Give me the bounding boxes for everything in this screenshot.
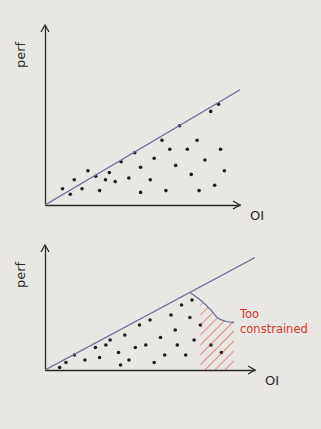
x-axis-label: OI xyxy=(265,373,279,388)
arrowhead xyxy=(233,201,240,209)
chart: perf OI xyxy=(13,25,264,223)
point xyxy=(61,187,65,191)
point xyxy=(127,176,131,180)
point xyxy=(160,138,164,142)
x-axis-label: OI xyxy=(250,208,264,223)
point xyxy=(123,333,127,337)
point xyxy=(64,361,68,365)
point xyxy=(186,147,190,151)
plot-area xyxy=(45,258,255,371)
point xyxy=(152,361,156,365)
point xyxy=(144,343,148,347)
x-axis xyxy=(46,370,256,371)
annotation: Tooconstrained xyxy=(239,307,308,336)
point xyxy=(184,353,188,357)
point xyxy=(117,351,121,355)
point xyxy=(197,189,201,193)
point xyxy=(163,353,167,357)
point xyxy=(72,178,76,182)
point xyxy=(127,358,131,362)
point xyxy=(174,164,178,168)
point xyxy=(119,363,123,367)
point xyxy=(86,169,90,173)
point xyxy=(203,158,207,162)
axis-line xyxy=(45,26,46,206)
point xyxy=(219,147,223,151)
point xyxy=(169,313,173,317)
point xyxy=(58,366,62,370)
point xyxy=(104,343,108,347)
y-axis xyxy=(45,26,46,206)
canvas: perf OI perf OI Tooconstrained xyxy=(0,0,321,429)
point xyxy=(113,180,117,184)
boundary-line xyxy=(45,90,240,205)
point xyxy=(104,178,108,182)
point xyxy=(139,165,143,169)
point xyxy=(189,173,193,177)
point xyxy=(188,316,192,320)
point xyxy=(69,192,73,196)
point xyxy=(168,147,172,151)
point xyxy=(176,343,180,347)
axis-line xyxy=(46,205,241,206)
point xyxy=(209,110,213,114)
point xyxy=(180,303,184,307)
point xyxy=(192,338,196,342)
point xyxy=(223,169,227,173)
point xyxy=(152,156,156,160)
y-axis-label: perf xyxy=(13,261,28,288)
point xyxy=(80,187,84,191)
point xyxy=(138,323,142,327)
point xyxy=(134,346,138,350)
arrowhead xyxy=(248,366,255,374)
point xyxy=(139,191,143,195)
plot-area xyxy=(45,90,240,205)
chart: perf OI Tooconstrained xyxy=(13,245,308,388)
point xyxy=(94,346,98,350)
point xyxy=(213,183,217,187)
hatched-region xyxy=(200,300,234,370)
point xyxy=(195,138,199,142)
arrowhead xyxy=(41,25,49,32)
point xyxy=(98,356,102,360)
point xyxy=(98,189,102,193)
axis-line xyxy=(46,370,256,371)
point xyxy=(108,171,112,175)
y-axis xyxy=(45,246,46,371)
arrowhead xyxy=(41,245,49,252)
point xyxy=(83,358,87,362)
point xyxy=(190,298,194,302)
point xyxy=(108,338,112,342)
point xyxy=(149,178,153,182)
point xyxy=(164,189,168,193)
x-axis xyxy=(46,205,241,206)
y-axis-label: perf xyxy=(13,41,28,68)
axis-line xyxy=(45,246,46,371)
point xyxy=(148,318,152,322)
boundary-line xyxy=(45,258,255,371)
point xyxy=(173,328,177,332)
point xyxy=(159,336,163,340)
